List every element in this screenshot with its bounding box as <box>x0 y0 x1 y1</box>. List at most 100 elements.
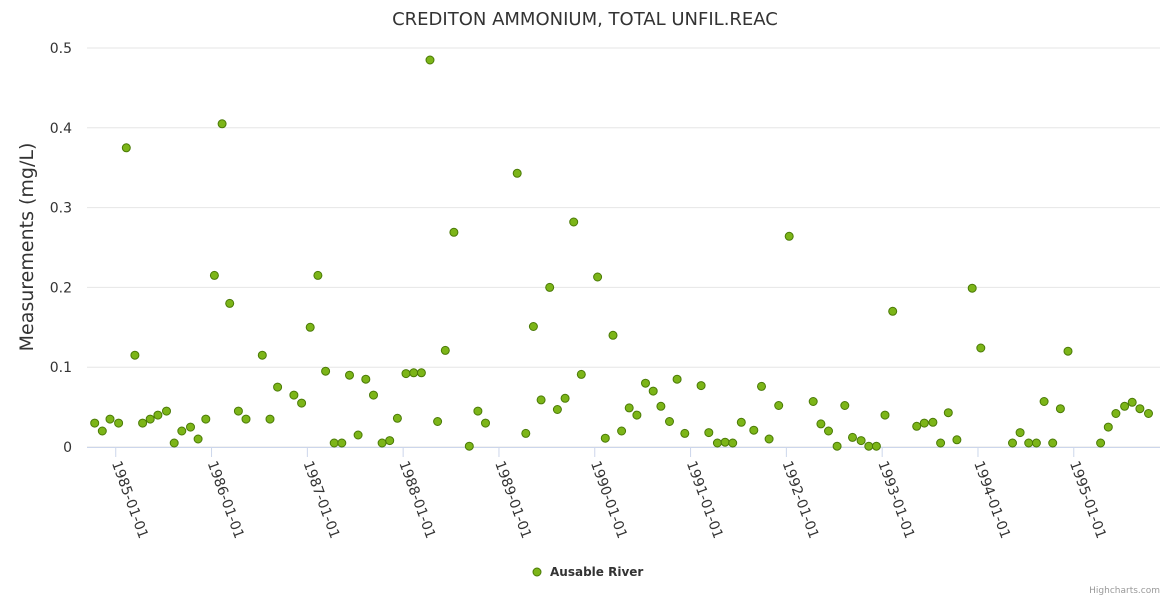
data-point[interactable] <box>1031 438 1041 448</box>
data-point[interactable] <box>632 410 642 420</box>
data-point[interactable] <box>409 368 419 378</box>
data-point[interactable] <box>784 231 794 241</box>
data-point[interactable] <box>169 438 179 448</box>
data-point[interactable] <box>624 403 634 413</box>
data-point[interactable] <box>1048 438 1058 448</box>
data-point[interactable] <box>305 322 315 332</box>
data-point[interactable] <box>1008 438 1017 448</box>
data-point[interactable] <box>832 441 842 451</box>
data-point[interactable] <box>704 428 714 438</box>
data-point[interactable] <box>337 438 347 448</box>
data-point[interactable] <box>952 435 962 445</box>
data-point[interactable] <box>90 418 100 428</box>
data-point[interactable] <box>217 119 227 129</box>
data-point[interactable] <box>105 414 115 424</box>
data-point[interactable] <box>641 378 650 388</box>
data-point[interactable] <box>353 430 363 440</box>
data-point[interactable] <box>377 438 387 448</box>
data-point[interactable] <box>297 398 307 408</box>
data-point[interactable] <box>130 350 140 360</box>
data-point[interactable] <box>1055 404 1065 414</box>
data-point[interactable] <box>1144 409 1153 418</box>
data-point[interactable] <box>162 406 171 416</box>
data-point[interactable] <box>241 414 251 424</box>
data-point[interactable] <box>712 438 722 448</box>
data-point[interactable] <box>936 438 946 448</box>
legend-item-label[interactable]: Ausable River <box>550 565 643 579</box>
data-point[interactable] <box>871 441 881 451</box>
data-point[interactable] <box>808 397 818 406</box>
data-point[interactable] <box>440 345 450 355</box>
data-point[interactable] <box>512 168 522 178</box>
data-point[interactable] <box>201 414 211 424</box>
data-point[interactable] <box>536 395 546 405</box>
data-point[interactable] <box>824 426 833 436</box>
data-point[interactable] <box>880 410 890 420</box>
data-point[interactable] <box>186 422 195 432</box>
data-point[interactable] <box>888 306 898 316</box>
data-point[interactable] <box>449 227 459 237</box>
data-point[interactable] <box>369 390 378 400</box>
data-point[interactable] <box>816 419 826 429</box>
data-point[interactable] <box>385 436 395 446</box>
data-point[interactable] <box>672 374 682 384</box>
data-point[interactable] <box>1096 438 1106 448</box>
data-point[interactable] <box>680 428 690 438</box>
data-point[interactable] <box>1024 438 1034 448</box>
data-point[interactable] <box>576 369 586 379</box>
data-point[interactable] <box>121 143 131 153</box>
data-point[interactable] <box>696 381 706 391</box>
legend[interactable]: Ausable River <box>532 565 643 579</box>
data-point[interactable] <box>1103 422 1113 432</box>
data-point[interactable] <box>114 418 124 428</box>
data-point[interactable] <box>265 414 275 424</box>
data-point[interactable] <box>473 406 483 416</box>
data-point[interactable] <box>656 401 666 411</box>
data-point[interactable] <box>967 283 977 293</box>
data-point[interactable] <box>560 393 570 403</box>
data-point[interactable] <box>943 408 953 418</box>
data-point[interactable] <box>361 374 371 384</box>
data-point[interactable] <box>1063 346 1073 356</box>
data-point[interactable] <box>976 343 986 353</box>
data-point[interactable] <box>257 350 267 360</box>
data-point[interactable] <box>912 421 922 431</box>
data-point[interactable] <box>464 441 474 451</box>
data-point[interactable] <box>757 381 766 391</box>
data-point[interactable] <box>177 426 187 436</box>
data-point[interactable] <box>919 418 929 428</box>
data-point[interactable] <box>401 369 411 379</box>
data-point[interactable] <box>774 401 784 410</box>
data-point[interactable] <box>193 434 203 444</box>
data-point[interactable] <box>600 433 610 443</box>
data-point[interactable] <box>617 426 627 436</box>
data-point[interactable] <box>321 366 331 376</box>
data-point[interactable] <box>728 438 738 448</box>
data-point[interactable] <box>153 410 163 420</box>
data-point[interactable] <box>749 425 759 435</box>
data-point[interactable] <box>764 434 774 444</box>
data-point[interactable] <box>593 272 603 282</box>
data-point[interactable] <box>848 432 857 442</box>
data-point[interactable] <box>392 413 402 423</box>
data-point[interactable] <box>569 217 579 227</box>
data-point[interactable] <box>273 382 283 392</box>
data-point[interactable] <box>720 437 730 447</box>
data-point[interactable] <box>1015 428 1025 438</box>
data-point[interactable] <box>1127 397 1137 407</box>
credits-link[interactable]: Highcharts.com <box>1089 586 1160 596</box>
data-point[interactable] <box>313 270 323 280</box>
data-point[interactable] <box>545 282 555 292</box>
data-point[interactable] <box>1120 401 1130 411</box>
data-point[interactable] <box>289 390 299 400</box>
data-point[interactable] <box>648 386 658 396</box>
data-point[interactable] <box>521 428 531 438</box>
data-point[interactable] <box>1111 409 1121 418</box>
data-point[interactable] <box>481 418 490 428</box>
data-point[interactable] <box>329 438 339 448</box>
data-point[interactable] <box>209 270 219 280</box>
data-point[interactable] <box>97 426 107 436</box>
data-point[interactable] <box>416 368 426 378</box>
data-point[interactable] <box>425 55 435 65</box>
data-point[interactable] <box>856 436 866 446</box>
